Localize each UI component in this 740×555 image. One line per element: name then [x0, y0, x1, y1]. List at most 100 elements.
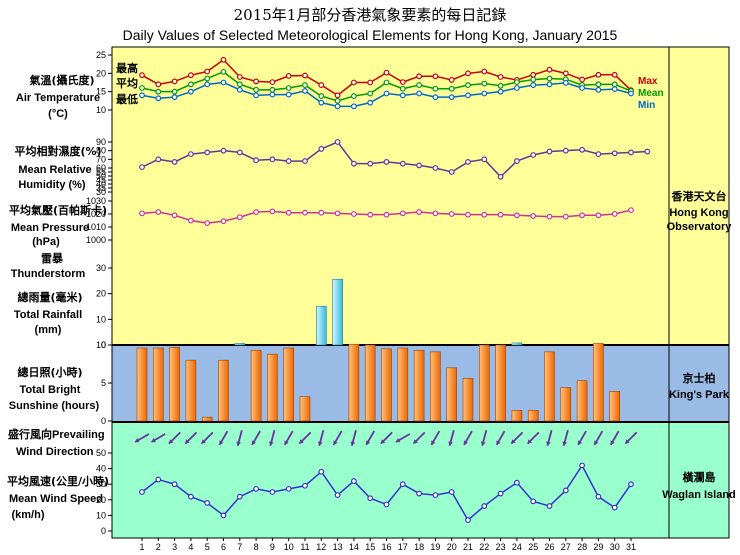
humidity-point: [334, 139, 341, 145]
temp-max-point: [318, 82, 325, 88]
wind-speed-point: [448, 489, 455, 495]
sun-bar: [527, 410, 539, 422]
wind-direction-arrow: [624, 431, 638, 445]
wind-direction-arrow: [562, 430, 569, 446]
pressure-point: [595, 212, 602, 219]
temp-min-point: [367, 99, 374, 106]
wind-arrow-head: [395, 438, 401, 443]
pressure-tick-label: 1010: [86, 222, 106, 232]
wind-arrow-head: [251, 440, 257, 445]
thunder-label-zh: 雷暴: [41, 252, 64, 265]
wind-direction-arrow: [546, 430, 553, 446]
humidity-tick-label: 80: [96, 146, 106, 156]
wind-arrow-head: [431, 440, 436, 445]
humidity-point: [351, 160, 357, 167]
temp-min-point: [318, 99, 325, 106]
temp-max-point: [465, 70, 471, 77]
rain-bar: [511, 342, 523, 346]
wind-speed-point: [334, 492, 341, 499]
temp-mean-point: [448, 85, 455, 92]
temp-max-point: [302, 72, 308, 79]
wind-direction-arrow: [268, 430, 276, 446]
rain-label-en2: (mm): [35, 324, 62, 336]
wind-speed-point: [367, 495, 374, 502]
rain-label-zh: 總雨量(毫米): [17, 290, 82, 304]
hko-panel: [112, 47, 669, 345]
wind-direction-arrow: [317, 430, 325, 446]
temp-max-point: [383, 69, 390, 76]
sun-bar: [511, 410, 523, 422]
humidity-point: [399, 160, 406, 167]
wind-speed-point: [497, 490, 504, 497]
humidity-point: [579, 146, 585, 153]
temp-mean-point: [269, 86, 276, 93]
wind-speed-point: [220, 512, 227, 519]
wind-arrow-head: [366, 440, 371, 445]
pressure-point: [530, 213, 537, 219]
temp-mean-point: [204, 75, 211, 82]
station-kp-en: King's Park: [669, 389, 730, 401]
humidity-point: [628, 149, 634, 156]
pressure-point: [562, 213, 569, 220]
pressure-point: [318, 209, 325, 216]
wind-direction-arrow: [365, 430, 375, 446]
day-label: 7: [237, 542, 242, 552]
humidity-point: [302, 158, 308, 164]
pressure-point: [628, 207, 634, 214]
temp-max-point: [204, 68, 211, 75]
wind-direction-arrow: [412, 431, 426, 445]
wind-speed-point: [302, 482, 308, 489]
wind-arrow-head: [168, 439, 174, 444]
pressure-point: [302, 209, 308, 216]
temp-mean-point: [611, 81, 618, 88]
wind-arrow-head: [333, 440, 338, 445]
humidity-point: [611, 150, 618, 157]
pressure-point: [171, 212, 178, 219]
day-label: 6: [221, 542, 226, 552]
pressure-label-en1: Mean Pressure: [11, 222, 89, 234]
wind-arrow-head: [317, 441, 323, 446]
temp-min-point: [481, 90, 488, 97]
temp-min-point: [351, 103, 357, 110]
humidity-point: [465, 159, 471, 165]
pressure-tick-label: 1030: [86, 196, 106, 206]
humidity-point: [367, 160, 374, 167]
wind-direction-arrow: [495, 430, 506, 446]
wind-speed-point: [595, 493, 602, 500]
temp-min-point: [628, 90, 634, 97]
wind-speed-tick-label: 40: [96, 464, 106, 474]
sun-bar: [544, 351, 555, 422]
legend-min-zh: 最低: [116, 92, 138, 106]
temp-min-point: [562, 79, 569, 86]
temp-mean-point: [171, 88, 178, 95]
temp-min-point: [465, 92, 471, 99]
wind-speed-point: [579, 462, 585, 469]
wind-speed-point: [611, 504, 618, 511]
temp-min-point: [611, 86, 618, 92]
temp-max-point: [187, 72, 194, 79]
temp-mean-point: [514, 79, 520, 86]
temp-min-point: [579, 85, 585, 91]
wind-direction-arrow: [510, 431, 524, 445]
sun-bar: [381, 348, 392, 422]
humidity-tick-label: 45: [96, 175, 106, 185]
station-kp-zh: 京士柏: [683, 371, 716, 385]
day-label: 17: [398, 542, 408, 552]
wind-speed-label-zh: 平均風速(公里/小時): [7, 474, 109, 488]
temp-max-point: [530, 71, 537, 78]
humidity-point: [269, 156, 276, 163]
temp-min-point: [220, 79, 227, 86]
wind-direction-arrow: [283, 430, 294, 446]
wind-speed-point: [139, 489, 145, 495]
wind-speed-point: [562, 487, 569, 494]
rain-bar: [234, 343, 246, 346]
wind-speed-point: [318, 468, 325, 475]
wind-speed-point: [399, 481, 406, 488]
wind-arrow-head: [625, 439, 630, 444]
wind-speed-point: [204, 500, 211, 506]
temp-min-point: [269, 91, 276, 98]
humidity-point: [644, 148, 651, 155]
wind-speed-point: [546, 503, 553, 509]
wind-arrow-head: [236, 441, 242, 446]
pressure-point: [448, 211, 455, 217]
